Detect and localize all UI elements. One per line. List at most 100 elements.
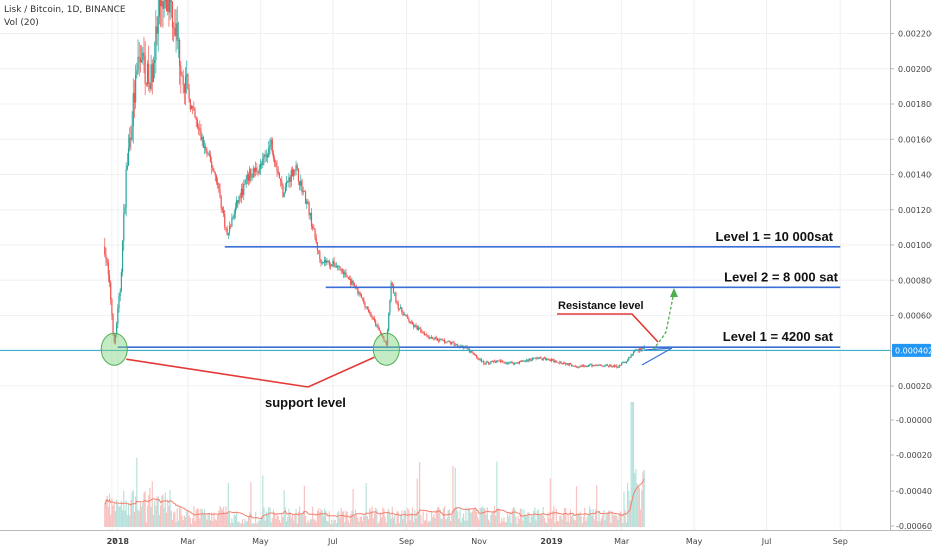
volume-bar [563, 508, 566, 527]
volume-bar [642, 471, 644, 527]
volume-bar [445, 519, 447, 527]
resistance-label: Resistance level [558, 300, 644, 312]
candle-body [360, 294, 363, 298]
candle-body [366, 306, 368, 310]
candle-body [247, 174, 250, 181]
volume-bar [289, 512, 291, 527]
volume-bar [518, 519, 521, 527]
candle-body [169, 0, 171, 13]
volume-bar [565, 508, 567, 527]
volume-bar [534, 507, 536, 527]
candle-body [492, 360, 494, 362]
volume-bar [525, 516, 528, 527]
candle-body [228, 226, 231, 233]
volume-bar [167, 499, 169, 527]
candle-body [259, 163, 262, 170]
candle-body [593, 365, 595, 367]
volume-bar [116, 499, 118, 527]
candle-body [230, 226, 232, 228]
candle-body [107, 262, 109, 275]
volume-bar [501, 518, 503, 527]
volume-bar [228, 512, 231, 527]
volume-bar [436, 507, 439, 527]
candle-body [607, 365, 610, 367]
volume-bar [635, 469, 637, 527]
volume-bar [179, 506, 181, 527]
volume-bar [280, 522, 282, 527]
volume-bar [120, 500, 122, 527]
volume-bar [340, 507, 342, 527]
volume-bar [201, 509, 203, 527]
candle-body [634, 350, 636, 352]
candle-body [520, 361, 522, 363]
volume-bar [388, 508, 390, 527]
volume-bar [287, 516, 289, 527]
volume-bar [430, 511, 433, 527]
volume-bar [220, 507, 222, 527]
volume-bar [316, 510, 319, 527]
candle-body [357, 288, 359, 294]
candle-body [394, 292, 396, 294]
support-circle [100, 332, 128, 366]
candle-body [484, 363, 486, 365]
candle-body [284, 186, 286, 193]
price-axis[interactable]: 0.0022000 0.0020000 0.0018000 0.0016000 0.00… [890, 0, 932, 550]
volume-bar [535, 520, 537, 527]
candle-body [453, 342, 455, 346]
volume-bar [139, 502, 141, 527]
volume-bar [143, 492, 145, 527]
candle-body [525, 360, 528, 361]
volume-bar [517, 515, 519, 527]
volume-bar [414, 510, 416, 527]
volume-bar [361, 521, 364, 527]
volume-bar [371, 506, 373, 527]
volume-bar [405, 523, 408, 527]
candle-body [615, 365, 617, 367]
candle-body [296, 165, 298, 169]
candle-body [145, 83, 147, 85]
volume-bar [126, 515, 128, 527]
volume-bar [135, 496, 137, 527]
volume-bar [250, 481, 252, 527]
candle-body [495, 361, 497, 363]
candle-body [370, 312, 372, 317]
volume-bar [460, 522, 462, 527]
volume-bar [224, 512, 226, 527]
candle-body [617, 367, 619, 368]
candle-body [288, 177, 290, 183]
candle-body [179, 39, 181, 67]
candle-body [277, 171, 279, 174]
volume-bar [342, 511, 345, 527]
candle-body [498, 360, 500, 362]
volume-bar [180, 508, 182, 527]
candle-body [408, 318, 410, 323]
volume-bar [561, 519, 563, 527]
volume-bar [509, 512, 511, 527]
candle-body [433, 338, 435, 340]
candle-body [308, 202, 310, 216]
candle-body [534, 357, 536, 359]
candle-body [306, 201, 308, 204]
candle-body [342, 271, 345, 275]
candle-body [502, 360, 504, 362]
candle-body [613, 365, 616, 367]
volume-bar [606, 513, 608, 527]
candle-body [126, 165, 128, 170]
volume-bar [243, 523, 245, 527]
candle-body [108, 274, 111, 283]
candle-body [136, 70, 138, 75]
volume-bar [168, 505, 170, 527]
volume-bar [255, 511, 257, 527]
candle-body [309, 212, 311, 216]
y-tick-label: 0.0008000 [898, 276, 932, 285]
candle-body [389, 300, 391, 313]
candle-body [616, 365, 618, 368]
candle-body [421, 332, 423, 333]
volume-bar [560, 515, 562, 527]
candle-body [591, 364, 593, 367]
volume-indicator-label: Vol (20) [4, 18, 39, 28]
volume-bar [600, 518, 603, 527]
